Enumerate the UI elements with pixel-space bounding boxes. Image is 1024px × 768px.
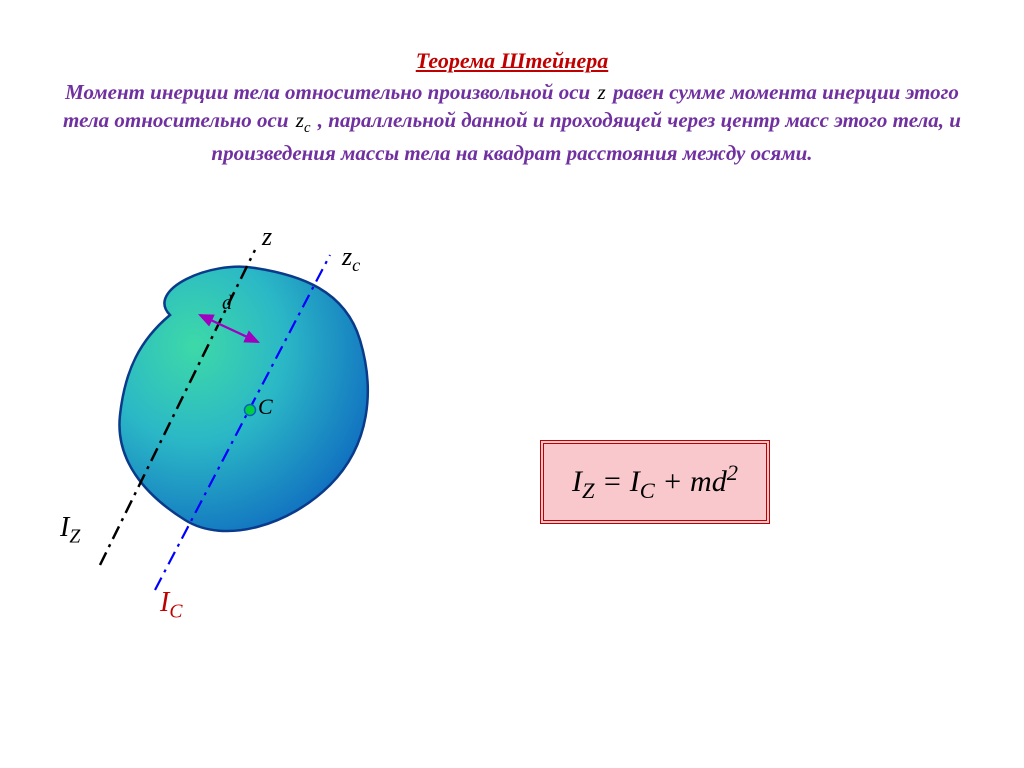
theorem-text: Момент инерции тела относительно произво… xyxy=(40,78,984,168)
label-ic: IC xyxy=(160,587,182,624)
label-c: C xyxy=(258,394,273,420)
label-z: z xyxy=(262,222,272,252)
formula-lhs-sub: Z xyxy=(582,478,595,503)
symbol-zc: zc xyxy=(294,108,318,132)
formula-eq: = xyxy=(595,465,630,498)
symbol-z: z xyxy=(596,80,608,104)
slide: Теорема Штейнера Момент инерции тела отн… xyxy=(0,0,1024,768)
diagram-svg xyxy=(40,220,440,640)
symbol-zc-z: z xyxy=(296,108,304,132)
body-shape xyxy=(119,267,367,531)
formula-rhs-sub: C xyxy=(640,478,655,503)
label-zc: zc xyxy=(342,242,360,276)
symbol-zc-c: c xyxy=(304,121,311,137)
label-iz: IZ xyxy=(60,512,80,549)
label-d: d xyxy=(222,292,232,315)
formula-d: d xyxy=(712,465,727,498)
formula-lhs-I: I xyxy=(572,465,582,498)
slide-title: Теорема Штейнера xyxy=(0,48,1024,74)
center-point xyxy=(245,405,256,416)
formula-m: m xyxy=(690,465,712,498)
formula-exp: 2 xyxy=(727,460,738,485)
formula-rhs-I: I xyxy=(630,465,640,498)
diagram: z zc d C IZ IC xyxy=(40,220,440,640)
formula-box: IZ = IC + md2 xyxy=(540,440,770,524)
theorem-part3: , параллельной данной и проходящей через… xyxy=(211,108,961,165)
formula-plus: + xyxy=(655,465,690,498)
theorem-part1: Момент инерции тела относительно произво… xyxy=(65,80,595,104)
